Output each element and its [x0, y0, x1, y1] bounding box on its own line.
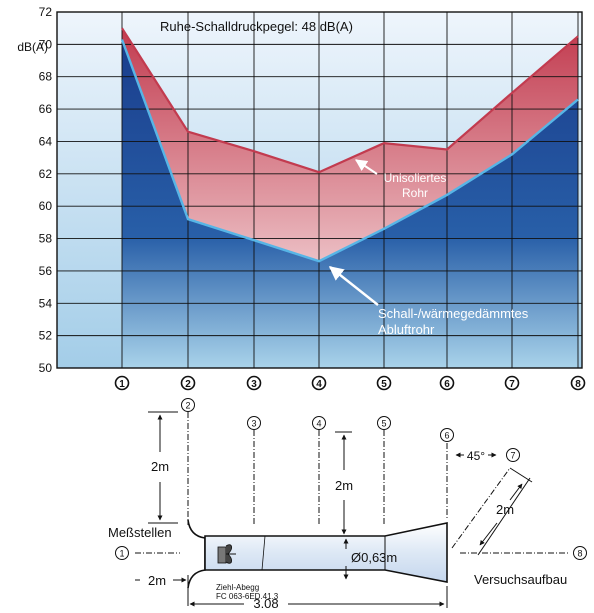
- label-height-4: 2m: [335, 478, 353, 493]
- diagram-point-circle-2: [181, 398, 195, 412]
- diagram-point-1: 1: [119, 549, 124, 559]
- duct-body: [204, 522, 448, 583]
- y-tick-labels: 50 52 54 56 58 60 62 64 66 68 70 72: [39, 5, 53, 375]
- series-area-insulated: [122, 39, 578, 368]
- label-angle: 45°: [467, 449, 485, 463]
- x-tick-circle-3: [246, 375, 262, 391]
- diagram-point-6: 6: [444, 431, 449, 441]
- label-height-2: 2m: [151, 459, 169, 474]
- x-tick-circle-5: [376, 375, 392, 391]
- diagram-point-circle-5: [377, 416, 391, 430]
- label-length: 3.08: [253, 596, 278, 611]
- annotation-arrow-insulated: [328, 266, 379, 306]
- x-tick-8: 8: [575, 379, 581, 390]
- dim-diagonal-upper: [509, 483, 523, 501]
- diagram-point-7: 7: [510, 451, 515, 461]
- annotation-insulated-line1: Schall-/wärmegedämmtes: [378, 306, 529, 321]
- measuring-point-markers: 1 2 3 4 5 6 7 8: [115, 398, 587, 560]
- diagram-point-circle-3: [247, 416, 261, 430]
- y-tick-54: 54: [39, 296, 53, 310]
- label-start-distance: 2m: [148, 573, 166, 588]
- y-axis-label: dB(A): [17, 40, 48, 54]
- diagram-labels: Meßstellen Versuchsaufbau 2m 2m 2m 2m 45…: [108, 449, 567, 611]
- y-tick-52: 52: [39, 329, 53, 343]
- test-setup-diagram: 1 2 3 4 5 6 7 8: [115, 398, 587, 608]
- plot-border: [56, 11, 583, 369]
- x-tick-5: 5: [381, 379, 387, 390]
- x-tick-labels: 1 2 3 4 5 6 7 8: [114, 375, 586, 391]
- label-diameter: Ø0,63m: [351, 550, 397, 565]
- x-tick-6: 6: [444, 379, 450, 390]
- label-fan-maker: Ziehl-Abegg: [216, 583, 259, 592]
- diagram-point-circle-6: [440, 428, 454, 442]
- duct-fan-housing-line: [261, 535, 266, 571]
- annotation-arrow-uninsulated: [355, 159, 378, 175]
- series-line-insulated: [120, 39, 579, 263]
- label-fan-model: FC 063-6ED.41.3: [216, 592, 279, 601]
- x-tick-circle-6: [439, 375, 455, 391]
- y-tick-56: 56: [39, 264, 53, 278]
- diagram-point-5: 5: [381, 419, 386, 429]
- measuring-diagonal-7: [451, 467, 511, 549]
- dim-diagonal-lower: [479, 522, 498, 546]
- label-measuring-points: Meßstellen: [108, 525, 172, 540]
- annotation-uninsulated-line1: Unisoliertes: [384, 171, 447, 185]
- x-tick-circle-1: [114, 375, 130, 391]
- diagram-point-3: 3: [251, 419, 256, 429]
- x-tick-circle-8: [570, 375, 586, 391]
- diagram-point-2: 2: [185, 401, 190, 411]
- diagram-point-circle-7: [506, 448, 520, 462]
- y-tick-58: 58: [39, 232, 53, 246]
- series-line-uninsulated: [121, 27, 579, 174]
- label-test-setup: Versuchsaufbau: [474, 572, 567, 587]
- y-tick-68: 68: [39, 70, 53, 84]
- y-tick-70: 70: [39, 37, 53, 51]
- x-tick-2: 2: [185, 379, 191, 390]
- x-tick-1: 1: [119, 379, 125, 390]
- dim-diagonal-tick: [477, 477, 531, 556]
- diagram-point-circle-1: [115, 546, 129, 560]
- chart-title: Ruhe-Schalldruckpegel: 48 dB(A): [160, 19, 353, 34]
- annotation-insulated-line2: Abluftrohr: [378, 322, 435, 337]
- diagram-point-8: 8: [577, 549, 582, 559]
- diagram-point-circle-4: [312, 416, 326, 430]
- x-tick-circle-4: [311, 375, 327, 391]
- annotation-uninsulated-line2: Rohr: [402, 186, 428, 200]
- x-tick-circle-2: [180, 375, 196, 391]
- y-tick-66: 66: [39, 102, 53, 116]
- y-tick-62: 62: [39, 167, 53, 181]
- duct-inlet: [187, 519, 206, 589]
- x-tick-circle-7: [504, 375, 520, 391]
- diagram-point-4: 4: [316, 419, 321, 429]
- y-tick-64: 64: [39, 134, 53, 148]
- x-tick-7: 7: [509, 379, 515, 390]
- dim-diagonal-end: [509, 467, 533, 483]
- x-tick-4: 4: [316, 379, 322, 390]
- fan-icon: [217, 544, 236, 564]
- label-diagonal-distance: 2m: [496, 502, 514, 517]
- x-tick-3: 3: [251, 379, 257, 390]
- y-tick-60: 60: [39, 199, 53, 213]
- y-tick-72: 72: [39, 5, 53, 19]
- diagram-point-circle-8: [573, 546, 587, 560]
- y-tick-50: 50: [39, 361, 53, 375]
